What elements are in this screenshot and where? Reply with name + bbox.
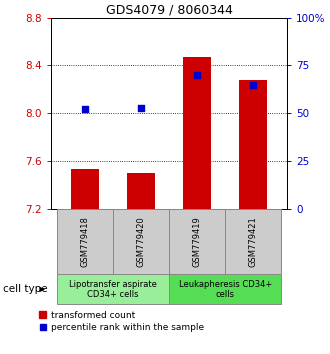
Text: Leukapheresis CD34+
cells: Leukapheresis CD34+ cells <box>179 280 272 299</box>
Bar <box>71 170 99 209</box>
Text: GSM779419: GSM779419 <box>193 216 202 267</box>
Bar <box>183 57 211 209</box>
Text: GSM779418: GSM779418 <box>81 216 89 267</box>
Text: cell type: cell type <box>3 284 48 295</box>
Bar <box>239 80 267 209</box>
Bar <box>57 274 169 304</box>
Bar <box>113 209 169 274</box>
Point <box>251 82 256 87</box>
Bar <box>169 274 281 304</box>
Legend: transformed count, percentile rank within the sample: transformed count, percentile rank withi… <box>39 311 204 332</box>
Text: Lipotransfer aspirate
CD34+ cells: Lipotransfer aspirate CD34+ cells <box>69 280 157 299</box>
Bar <box>169 209 225 274</box>
Point <box>138 105 144 110</box>
Text: GSM779421: GSM779421 <box>249 216 258 267</box>
Title: GDS4079 / 8060344: GDS4079 / 8060344 <box>106 4 233 17</box>
Bar <box>127 173 155 209</box>
Point <box>82 107 87 112</box>
Text: GSM779420: GSM779420 <box>137 216 146 267</box>
Bar <box>225 209 281 274</box>
Bar <box>57 209 113 274</box>
Point <box>195 72 200 78</box>
